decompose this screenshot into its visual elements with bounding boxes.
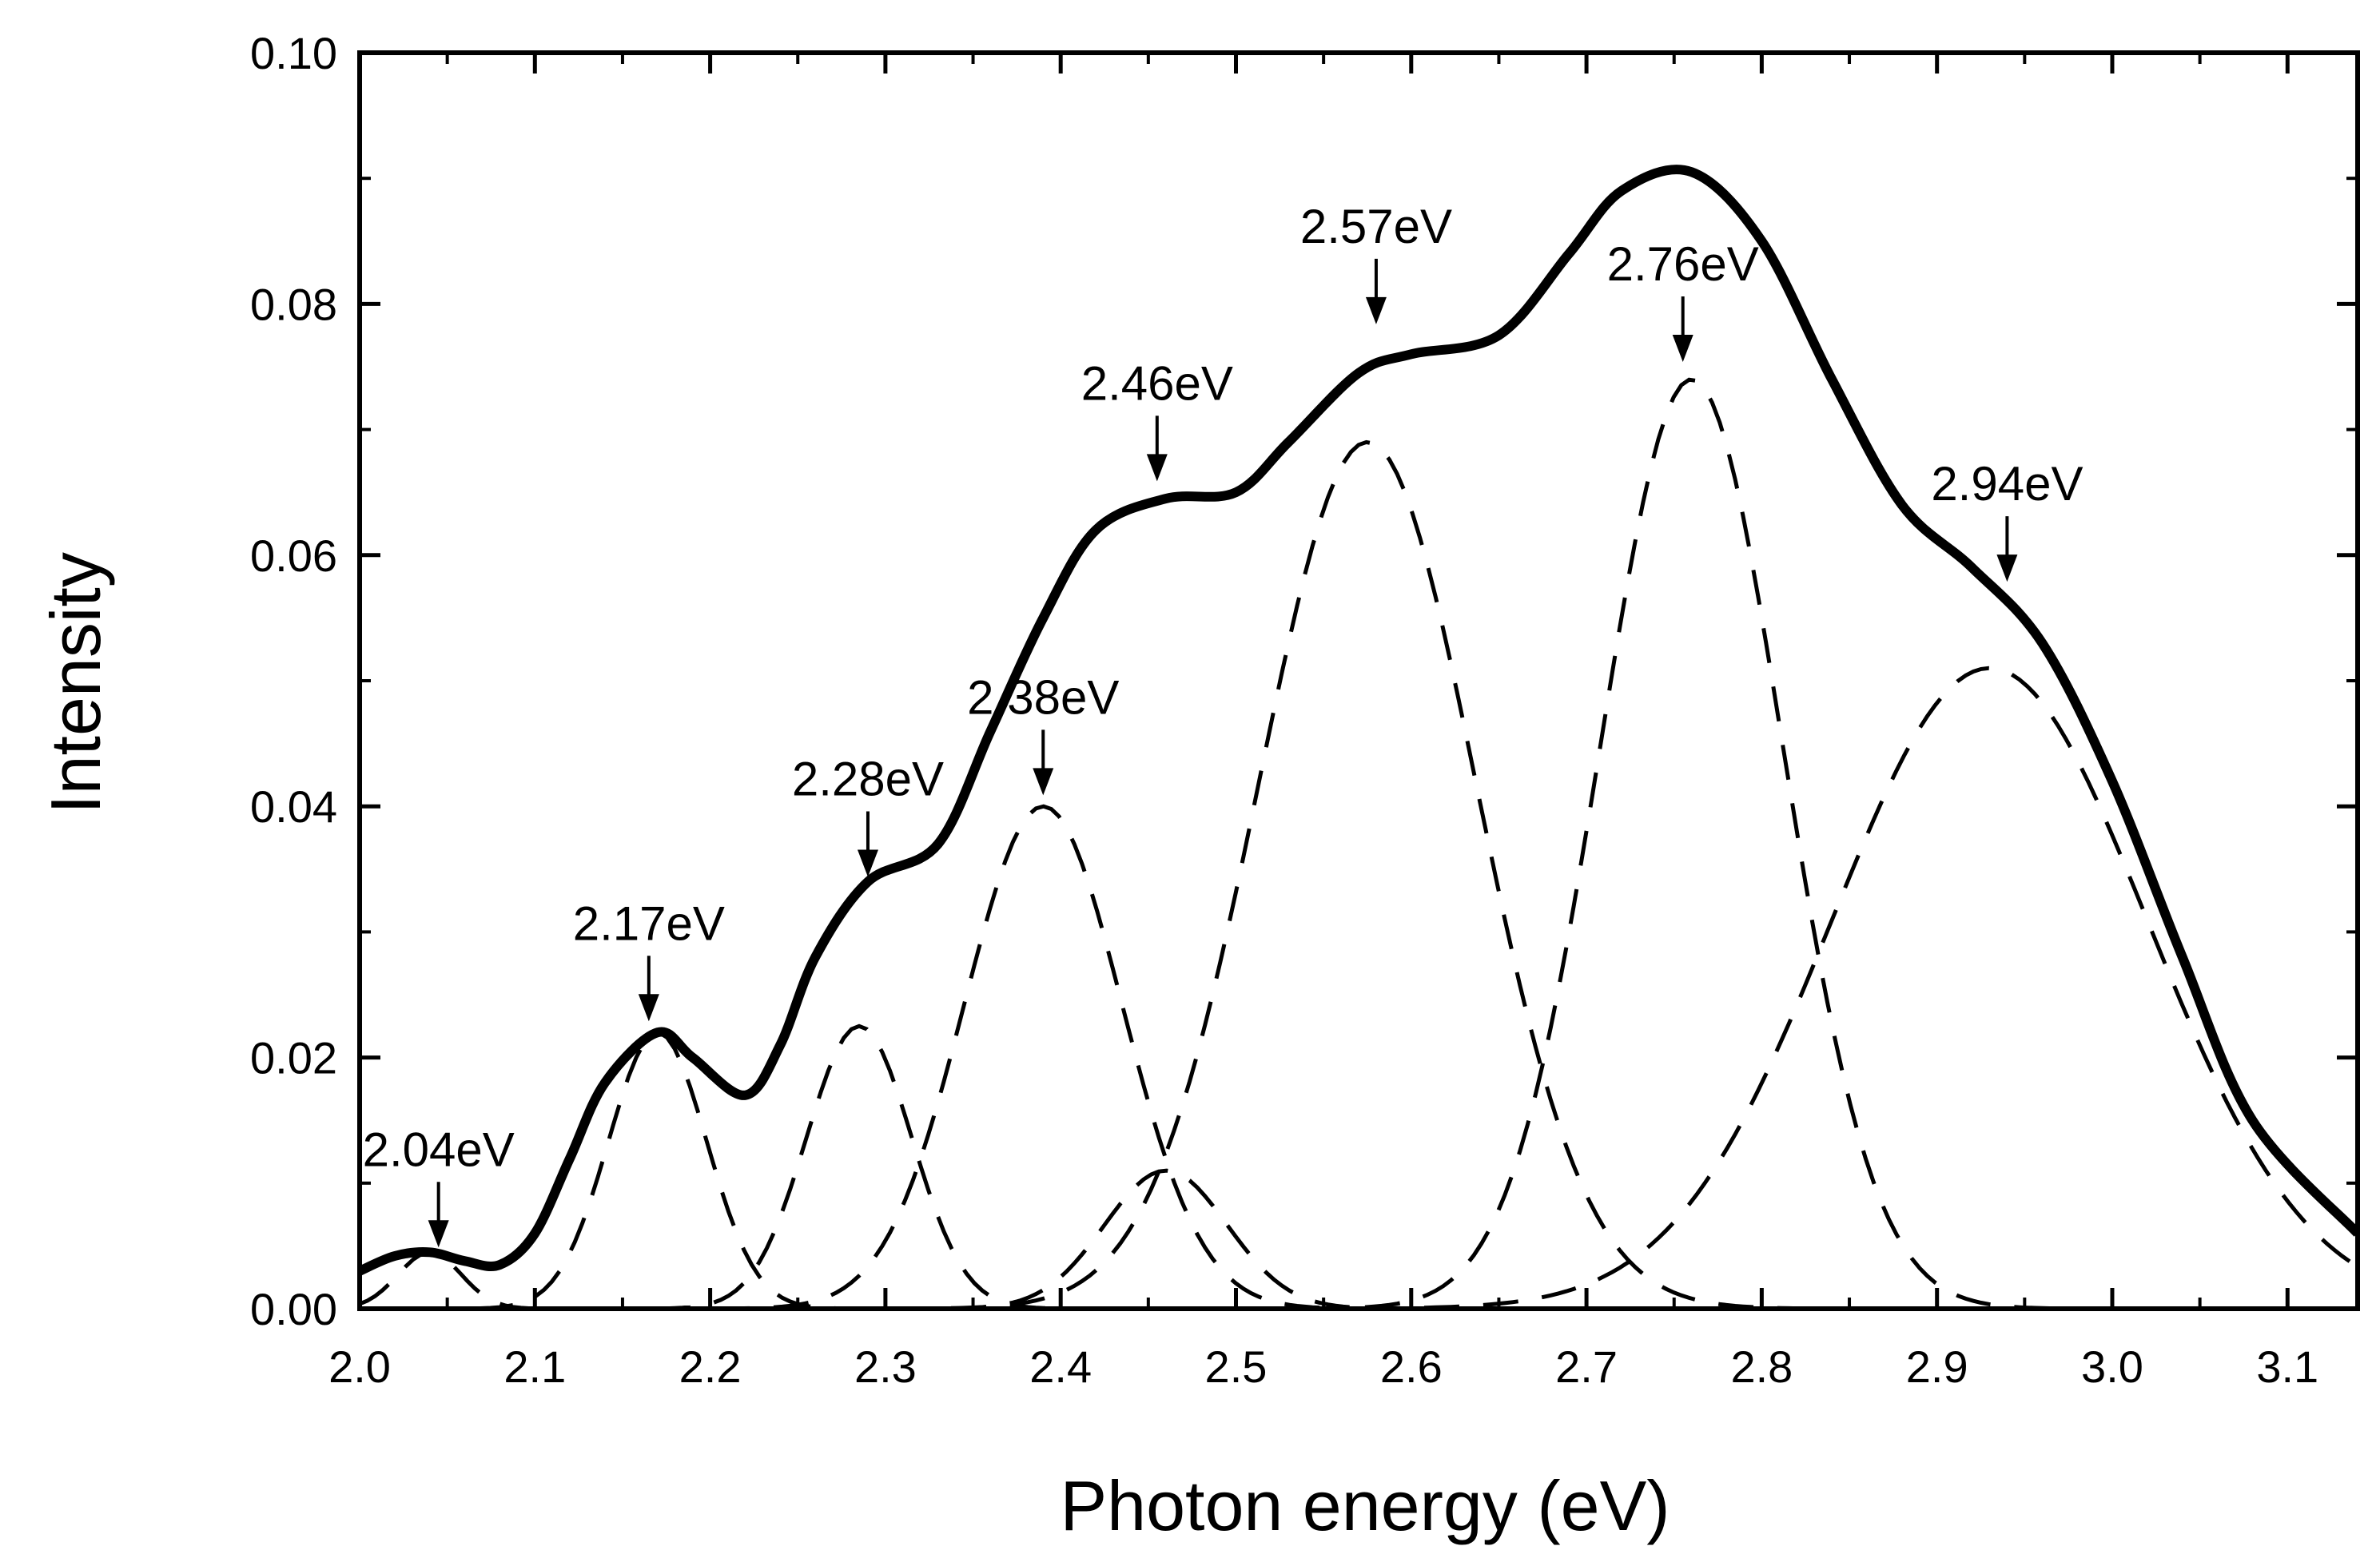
peak-label-2: 2.17eV — [573, 896, 725, 950]
peak-label-8: 2.94eV — [1931, 457, 2083, 511]
annotation-arrow-head — [428, 1220, 449, 1248]
x-tick-label: 2.3 — [854, 1341, 917, 1392]
x-tick-label: 3.1 — [2256, 1341, 2318, 1392]
x-tick-label: 2.4 — [1029, 1341, 1092, 1392]
peak-label-6: 2.57eV — [1300, 200, 1452, 253]
annotation-arrow-head — [1996, 554, 2018, 582]
x-tick-label: 2.6 — [1380, 1341, 1443, 1392]
peak-label-5: 2.46eV — [1081, 356, 1233, 410]
annotation-arrow-head — [1672, 335, 1693, 362]
series-line-1 — [360, 165, 2358, 1276]
x-tick-label: 2.2 — [679, 1341, 742, 1392]
peak-label-1: 2.04eV — [363, 1123, 515, 1176]
y-tick-label: 0.04 — [250, 781, 337, 832]
peak-label-3: 2.28eV — [792, 753, 944, 806]
peak-label-4: 2.38eV — [967, 670, 1119, 724]
x-tick-label: 3.0 — [2081, 1341, 2143, 1392]
measured-spectrum — [360, 165, 2358, 1276]
x-axis-title: Photon energy (eV) — [1060, 1466, 1670, 1545]
ticks: 2.0 2.1 2.2 2.3 2.4 2.5 2.6 2.7 2.8 2.9 3.0 3.1 0.00… — [250, 28, 2358, 1392]
y-tick-label: 0.00 — [250, 1284, 337, 1334]
y-tick-label: 0.10 — [250, 28, 337, 78]
component-peak-6 — [360, 439, 2358, 1309]
component-peak-8 — [360, 666, 2358, 1309]
x-tick-label: 2.0 — [328, 1341, 391, 1392]
annotation-arrow-head — [638, 994, 659, 1022]
peak-annotations: 2.04eV 2.17eV 2.28eV 2.38eV 2.46eV 2.57eV 2.76… — [363, 200, 2083, 1248]
x-tick-label: 2.7 — [1555, 1341, 1618, 1392]
y-tick-label: 0.06 — [250, 531, 337, 581]
y-tick-label: 0.02 — [250, 1033, 337, 1083]
annotation-arrow-head — [857, 849, 878, 877]
annotation-arrow-head — [1033, 768, 1054, 796]
annotation-arrow-head — [1365, 296, 1387, 324]
y-axis-title: Intensity — [36, 552, 115, 814]
x-tick-label: 2.8 — [1730, 1341, 1793, 1392]
annotation-arrow-head — [1146, 454, 1168, 482]
y-tick-label: 0.08 — [250, 279, 337, 329]
x-tick-label: 2.9 — [1906, 1341, 1968, 1392]
component-peak-2 — [360, 1030, 2358, 1309]
x-tick-label: 2.1 — [503, 1341, 566, 1392]
x-tick-label: 2.5 — [1205, 1341, 1268, 1392]
peak-label-7: 2.76eV — [1607, 237, 1759, 291]
